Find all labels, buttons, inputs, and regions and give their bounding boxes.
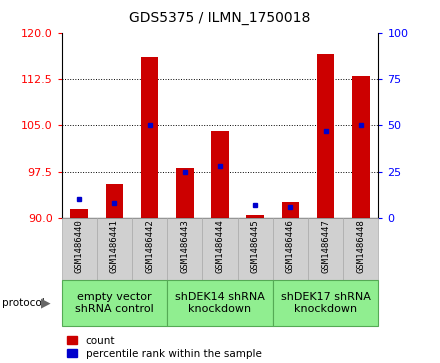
Bar [238,218,273,280]
Text: GSM1486446: GSM1486446 [286,220,295,273]
Legend: count, percentile rank within the sample: count, percentile rank within the sample [67,335,261,359]
Text: GSM1486445: GSM1486445 [251,220,260,273]
Bar [343,218,378,280]
Bar [167,218,202,280]
Text: GSM1486441: GSM1486441 [110,220,119,273]
Text: GDS5375 / ILMN_1750018: GDS5375 / ILMN_1750018 [129,11,311,25]
Text: GSM1486442: GSM1486442 [145,220,154,273]
Text: GSM1486444: GSM1486444 [216,220,224,273]
Text: shDEK17 shRNA
knockdown: shDEK17 shRNA knockdown [281,292,370,314]
Bar [141,57,158,218]
Text: GSM1486440: GSM1486440 [75,220,84,273]
Bar [308,218,343,280]
Bar [273,281,378,326]
Text: GSM1486448: GSM1486448 [356,220,365,273]
Bar [106,184,123,218]
Text: ▶: ▶ [41,297,51,310]
Text: GSM1486443: GSM1486443 [180,220,189,273]
Text: empty vector
shRNA control: empty vector shRNA control [75,292,154,314]
Bar [202,218,238,280]
Bar [167,281,273,326]
Bar [62,281,167,326]
Bar [211,131,229,218]
Bar [282,202,299,218]
Text: GSM1486447: GSM1486447 [321,220,330,273]
Bar [97,218,132,280]
Bar [317,54,334,218]
Bar [62,218,97,280]
Bar [70,208,88,218]
Bar [132,218,167,280]
Bar [273,218,308,280]
Bar [176,168,194,218]
Bar [352,76,370,218]
Text: shDEK14 shRNA
knockdown: shDEK14 shRNA knockdown [175,292,265,314]
Bar [246,215,264,218]
Text: protocol: protocol [2,298,45,308]
